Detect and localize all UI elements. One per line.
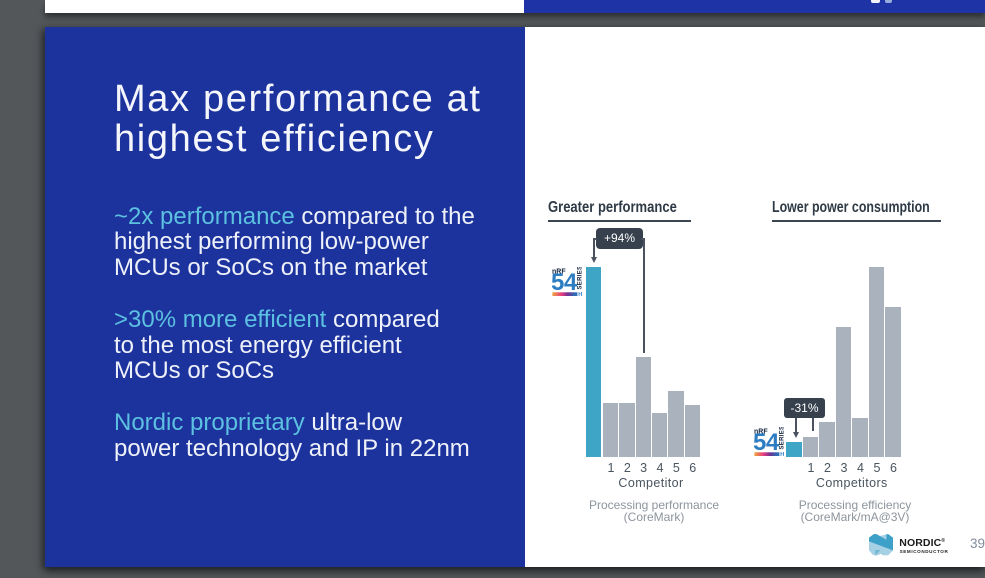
svg-text:SERIES: SERIES [577,267,583,290]
svg-text:nRF: nRF [754,429,768,436]
svg-text:nRF: nRF [552,268,566,275]
svg-text:H: H [578,292,582,297]
svg-text:SERIES: SERIES [779,427,785,450]
svg-text:H: H [780,453,784,458]
svg-text:54: 54 [754,429,780,456]
svg-text:54: 54 [552,269,578,296]
